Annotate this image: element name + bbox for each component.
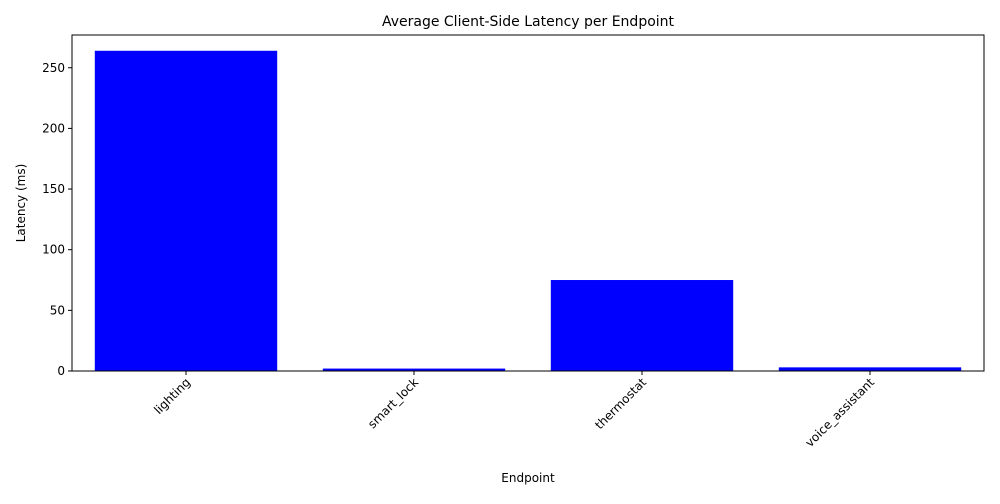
bar-thermostat [550,280,734,371]
y-tick-label: 0 [57,364,65,378]
bar-lighting [94,50,278,371]
y-tick-label: 100 [42,243,65,257]
y-tick-label: 200 [42,121,65,135]
y-axis-label: Latency (ms) [14,164,28,243]
plot-area: 0 50 100 150 200 250 lighting smart_lock thermos… [42,34,985,450]
x-axis-label: Endpoint [501,471,555,485]
bar-voice-assistant [778,367,962,371]
chart-title: Average Client-Side Latency per Endpoint [382,14,675,30]
x-tick-label: smart_lock [365,375,421,431]
x-tick-label: thermostat [592,375,649,432]
bar-smart-lock [322,368,506,371]
y-tick-label: 150 [42,182,65,196]
x-tick-label: lighting [151,375,193,417]
y-tick-label: 250 [42,61,65,75]
plot-frame [71,34,985,372]
x-tick-label: voice_assistant [802,375,877,450]
y-tick-label: 50 [50,303,65,317]
